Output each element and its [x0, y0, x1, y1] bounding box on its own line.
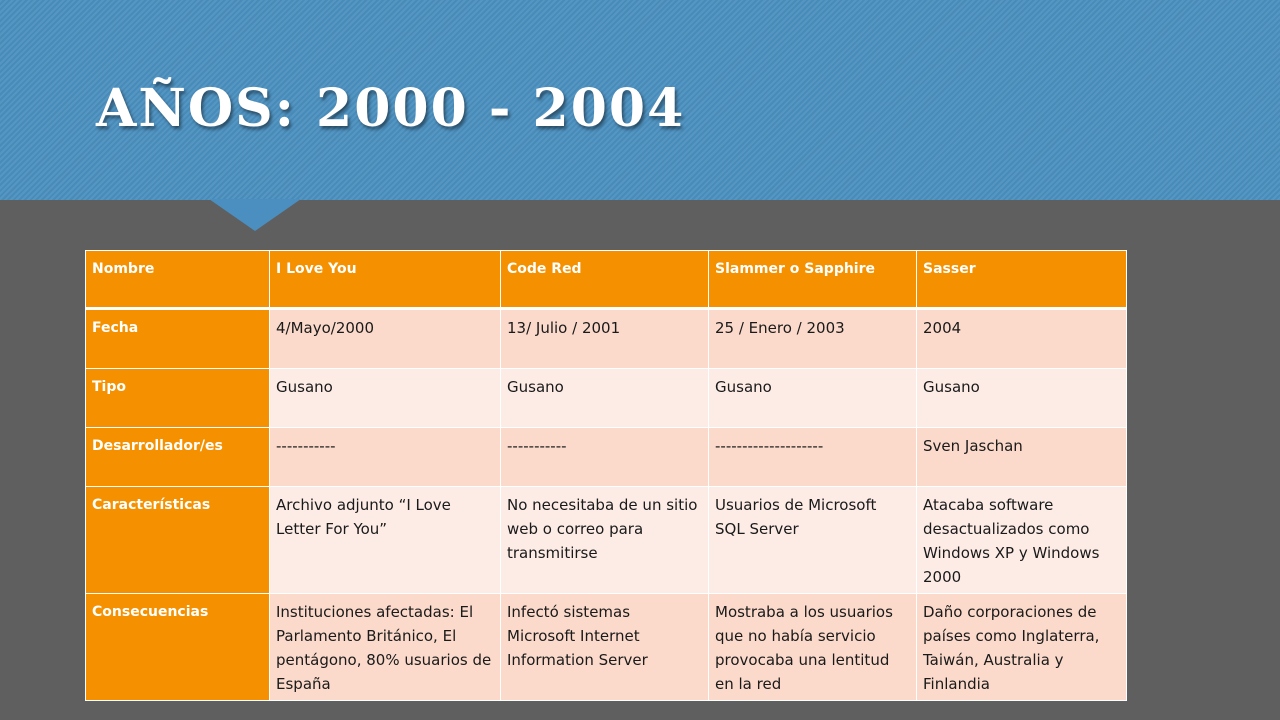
table-cell: Infectó sistemas Microsoft Internet Info…	[500, 593, 709, 701]
table-cell: Daño corporaciones de países como Inglat…	[916, 593, 1127, 701]
header-cell-i-love-you: I Love You	[269, 250, 501, 310]
table-cell: Archivo adjunto “I Love Letter For You”	[269, 486, 501, 594]
table-cell: No necesitaba de un sitio web o correo p…	[500, 486, 709, 594]
table-row-consecuencias: Consecuencias Instituciones afectadas: E…	[85, 593, 1127, 701]
table-cell: Sven Jaschan	[916, 427, 1127, 487]
table-cell: Gusano	[708, 368, 917, 428]
table-cell: 2004	[916, 308, 1127, 369]
table-cell: Usuarios de Microsoft SQL Server	[708, 486, 917, 594]
header-cell-slammer: Slammer o Sapphire	[708, 250, 917, 310]
table-row-desarrollador: Desarrollador/es ----------- -----------…	[85, 427, 1127, 487]
worms-table: Nombre I Love You Code Red Slammer o Sap…	[85, 250, 1127, 701]
table-cell: 4/Mayo/2000	[269, 308, 501, 369]
banner-pointer	[209, 199, 301, 231]
table-cell: Mostraba a los usuarios que no había ser…	[708, 593, 917, 701]
table-cell: Instituciones afectadas: El Parlamento B…	[269, 593, 501, 701]
table-cell: 25 / Enero / 2003	[708, 308, 917, 369]
table-cell: -----------	[500, 427, 709, 487]
table-row-caracteristicas: Características Archivo adjunto “I Love …	[85, 486, 1127, 594]
header-cell-sasser: Sasser	[916, 250, 1127, 310]
table-cell: -----------	[269, 427, 501, 487]
header-cell-nombre: Nombre	[85, 250, 270, 310]
row-label: Fecha	[85, 308, 270, 369]
table-row-fecha: Fecha 4/Mayo/2000 13/ Julio / 2001 25 / …	[85, 308, 1127, 369]
table-cell: Gusano	[500, 368, 709, 428]
row-label: Desarrollador/es	[85, 427, 270, 487]
table-cell: 13/ Julio / 2001	[500, 308, 709, 369]
row-label: Características	[85, 486, 270, 594]
row-label: Consecuencias	[85, 593, 270, 701]
table-cell: Atacaba software desactualizados como Wi…	[916, 486, 1127, 594]
table-header-row: Nombre I Love You Code Red Slammer o Sap…	[85, 250, 1127, 310]
row-label: Tipo	[85, 368, 270, 428]
table-cell: --------------------	[708, 427, 917, 487]
header-cell-code-red: Code Red	[500, 250, 709, 310]
table-cell: Gusano	[269, 368, 501, 428]
title-banner	[0, 0, 1280, 200]
worms-table-container: Nombre I Love You Code Red Slammer o Sap…	[85, 250, 1127, 701]
table-row-tipo: Tipo Gusano Gusano Gusano Gusano	[85, 368, 1127, 428]
table-cell: Gusano	[916, 368, 1127, 428]
slide-title: AÑOS: 2000 - 2004	[96, 78, 686, 139]
